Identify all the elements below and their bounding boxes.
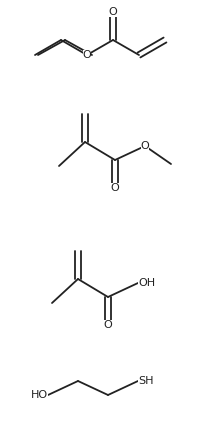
Text: OH: OH <box>138 278 155 288</box>
Text: O: O <box>83 50 91 60</box>
Text: HO: HO <box>31 390 48 400</box>
Text: SH: SH <box>138 376 154 386</box>
Text: O: O <box>104 320 112 330</box>
Text: O: O <box>111 183 119 193</box>
Text: O: O <box>141 141 149 151</box>
Text: O: O <box>109 7 117 17</box>
